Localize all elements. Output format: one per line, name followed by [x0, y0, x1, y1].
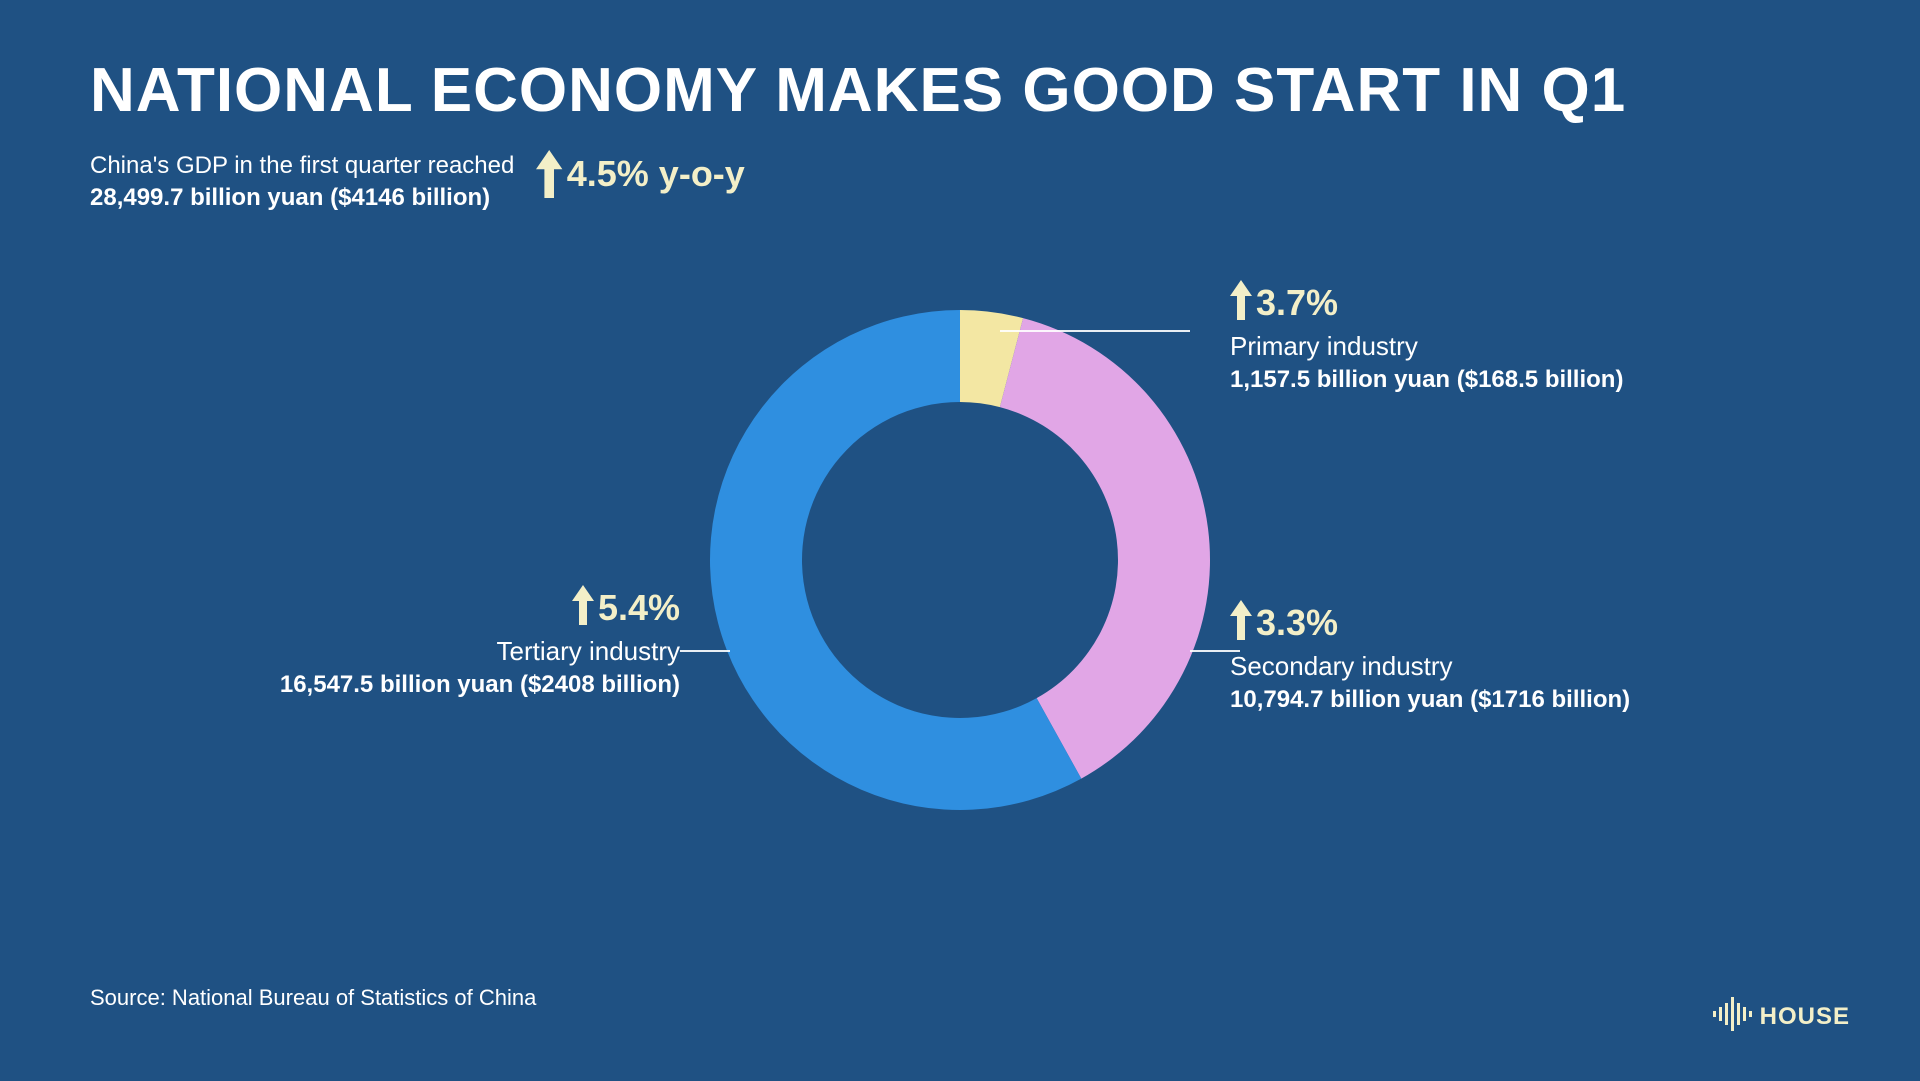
yoy-indicator: 4.5% y-o-y: [536, 150, 744, 198]
tertiary-label: Tertiary industry: [280, 636, 680, 667]
arrow-up-icon: [572, 585, 594, 630]
source-attribution: Source: National Bureau of Statistics of…: [90, 985, 536, 1011]
primary-label: Primary industry: [1230, 331, 1623, 362]
infographic-canvas: NATIONAL ECONOMY MAKES GOOD START IN Q1 …: [0, 0, 1920, 1081]
primary-value: 1,157.5 billion yuan ($168.5 billion): [1230, 366, 1623, 394]
primary-growth: 3.7%: [1256, 282, 1338, 324]
tertiary-growth: 5.4%: [598, 587, 680, 629]
yoy-value: 4.5% y-o-y: [567, 153, 745, 195]
donut-chart: [700, 300, 1220, 820]
arrow-up-icon: [1230, 600, 1252, 645]
subtitle-line1: China's GDP in the first quarter reached: [90, 152, 514, 179]
subtitle-line2: 28,499.7 billion yuan ($4146 billion): [90, 184, 490, 211]
subtitle-row: China's GDP in the first quarter reached…: [90, 150, 1830, 215]
arrow-up-icon: [536, 150, 562, 198]
logo-text: HOUSE: [1760, 1003, 1850, 1031]
callout-primary: 3.7% Primary industry 1,157.5 billion yu…: [1230, 280, 1623, 394]
callout-secondary: 3.3% Secondary industry 10,794.7 billion…: [1230, 600, 1630, 714]
leader-line-primary: [1000, 330, 1190, 332]
brand-logo: HOUSE: [1713, 997, 1850, 1031]
tertiary-value: 16,547.5 billion yuan ($2408 billion): [280, 671, 680, 699]
secondary-value: 10,794.7 billion yuan ($1716 billion): [1230, 686, 1630, 714]
subtitle: China's GDP in the first quarter reached…: [90, 150, 514, 215]
secondary-label: Secondary industry: [1230, 651, 1630, 682]
secondary-growth: 3.3%: [1256, 602, 1338, 644]
leader-line-tertiary: [680, 650, 730, 652]
page-title: NATIONAL ECONOMY MAKES GOOD START IN Q1: [90, 60, 1830, 122]
logo-bars-icon: [1713, 997, 1752, 1031]
arrow-up-icon: [1230, 280, 1252, 325]
callout-tertiary: 5.4% Tertiary industry 16,547.5 billion …: [280, 585, 680, 699]
donut-svg: [700, 300, 1220, 820]
